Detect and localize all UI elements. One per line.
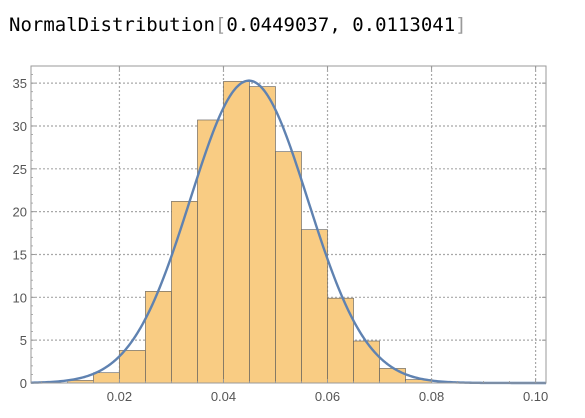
distribution-head: NormalDistribution	[9, 14, 215, 36]
histogram-bar	[301, 229, 328, 384]
mean-value: 0.0449037	[226, 14, 330, 36]
x-tick-label: 0.02	[107, 389, 132, 404]
histogram-bar	[93, 372, 120, 384]
histogram-bar	[119, 350, 146, 384]
close-bracket: ]	[455, 14, 467, 36]
open-bracket: [	[214, 14, 227, 36]
histogram-bar	[249, 86, 276, 384]
y-tick-label: 30	[13, 119, 27, 134]
y-tick-label: 25	[13, 162, 27, 177]
x-tick-label: 0.10	[523, 389, 548, 404]
y-tick-label: 15	[13, 247, 27, 262]
plot-frame	[30, 65, 547, 384]
histogram-bar	[379, 368, 406, 384]
histogram-bar	[275, 151, 302, 384]
y-tick-label: 10	[13, 290, 27, 305]
histogram-bar	[353, 340, 380, 384]
separator: ,	[329, 14, 353, 36]
y-tick-label: 5	[20, 333, 27, 348]
y-tick-label: 20	[13, 205, 27, 220]
x-tick-label: 0.08	[419, 389, 444, 404]
sd-value: 0.0113041	[352, 14, 456, 36]
y-tick-label: 0	[20, 376, 27, 391]
x-tick-label: 0.04	[211, 389, 236, 404]
distribution-output: NormalDistribution[0.0449037, 0.0113041]	[9, 12, 467, 38]
histogram-bar	[171, 201, 198, 384]
y-tick-label: 35	[13, 76, 27, 91]
histogram-bar	[145, 291, 172, 384]
histogram-bar	[223, 81, 250, 384]
histogram-bar	[197, 119, 224, 384]
x-tick-label: 0.06	[315, 389, 340, 404]
